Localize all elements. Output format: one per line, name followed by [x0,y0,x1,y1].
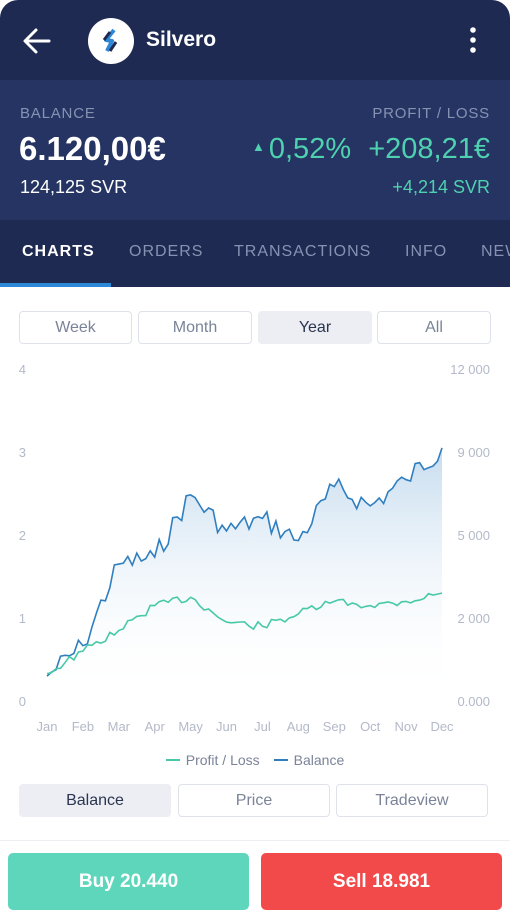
y-right-tick-label: 12 000 [450,362,490,377]
active-tab-indicator [0,283,111,287]
legend-item-profit-loss: Profit / Loss [165,752,260,768]
tab-transactions[interactable]: TRANSACTIONS [234,243,372,260]
tab-orders[interactable]: ORDERS [129,243,204,260]
balance-area [47,447,442,701]
profit-loss-label: PROFIT / LOSS [372,105,490,122]
divider [0,840,510,841]
tab-charts[interactable]: CHARTS [22,243,95,260]
x-tick-label: Apr [145,719,166,734]
tab-news[interactable]: NEWS [481,243,510,260]
y-left-tick-label: 2 [19,528,26,543]
x-tick-label: Aug [287,719,310,734]
range-all-button[interactable]: All [377,311,491,344]
buy-button[interactable]: Buy 20.440 [8,853,249,910]
profit-value: +208,21€ [368,133,490,165]
y-right-tick-label: 0.000 [457,694,490,709]
legend-item-balance: Balance [273,752,345,768]
x-tick-label: Nov [395,719,419,734]
chart-legend: Profit / Loss Balance [0,752,510,768]
legend-label-profit-loss: Profit / Loss [185,752,260,768]
y-right-tick-label: 5 000 [457,528,490,543]
app-title: Silvero [146,28,217,51]
x-tick-label: Jan [37,719,58,734]
balance-chart: 0 1 2 3 4 0.000 2 000 5 000 9 000 12 000 Jan Feb M… [19,362,490,734]
legend-swatch-balance [273,759,288,761]
triangle-up-icon: ▲ [252,139,265,154]
x-tick-label: May [178,719,203,734]
view-price-button[interactable]: Price [178,784,330,817]
range-week-button[interactable]: Week [19,311,132,344]
y-left-tick-label: 1 [19,611,26,626]
more-vertical-icon[interactable] [464,25,482,55]
y-right-tick-label: 2 000 [457,611,490,626]
legend-label-balance: Balance [293,752,345,768]
tab-bar: CHARTS ORDERS TRANSACTIONS INFO NEWS [0,220,510,287]
series-line-profit-loss [46,592,443,675]
legend-swatch-profit-loss [165,759,180,761]
balance-summary: BALANCE PROFIT / LOSS 6.120,00€ 124,125 … [0,80,510,220]
profit-percent: ▲ 0,52% [252,133,351,166]
y-left-tick-label: 3 [19,445,26,460]
x-tick-label: Sep [323,719,346,734]
sell-button[interactable]: Sell 18.981 [261,853,502,910]
x-tick-label: Feb [72,719,94,734]
balance-label: BALANCE [20,105,96,122]
y-left-tick-label: 0 [19,694,26,709]
series-line-balance [46,447,443,677]
x-tick-label: Oct [360,719,381,734]
y-right-tick-label: 9 000 [457,445,490,460]
range-month-button[interactable]: Month [138,311,252,344]
arrow-left-icon[interactable] [22,27,52,55]
balance-value: 6.120,00€ [19,130,166,167]
view-balance-button[interactable]: Balance [19,784,171,817]
range-year-button[interactable]: Year [258,311,372,344]
x-tick-label: Mar [108,719,131,734]
x-tick-label: Dec [430,719,454,734]
profit-percent-value: 0,52% [268,133,352,165]
view-tradeview-button[interactable]: Tradeview [336,784,488,817]
x-tick-label: Jul [254,719,271,734]
silvero-logo-icon [88,18,134,64]
x-tick-label: Jun [216,719,237,734]
balance-units: 124,125 SVR [20,177,128,197]
y-left-tick-label: 4 [19,362,26,377]
app-header: Silvero [0,0,510,80]
tab-info[interactable]: INFO [405,243,448,260]
profit-units: +4,214 SVR [392,177,490,197]
